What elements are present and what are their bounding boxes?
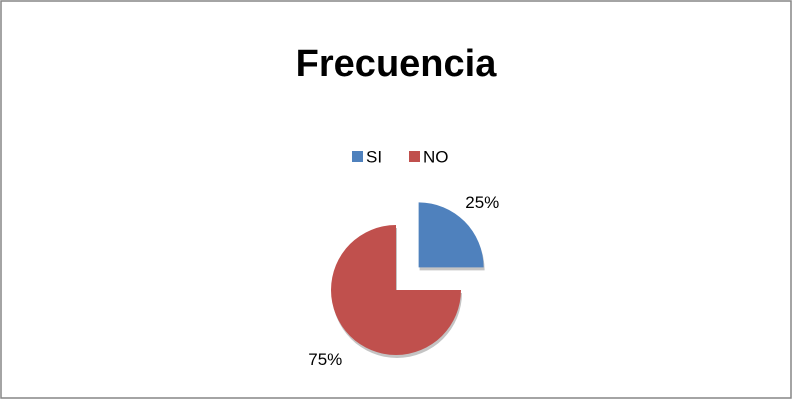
chart-title: Frecuencia	[296, 43, 498, 85]
pie-slice	[418, 202, 484, 268]
pie-slice	[331, 225, 461, 355]
data-label: 25%	[465, 193, 499, 212]
data-label: 75%	[308, 350, 342, 369]
legend-swatch	[409, 151, 420, 162]
legend-label: NO	[423, 147, 449, 166]
legend-swatch	[352, 151, 363, 162]
legend-label: SI	[366, 147, 382, 166]
